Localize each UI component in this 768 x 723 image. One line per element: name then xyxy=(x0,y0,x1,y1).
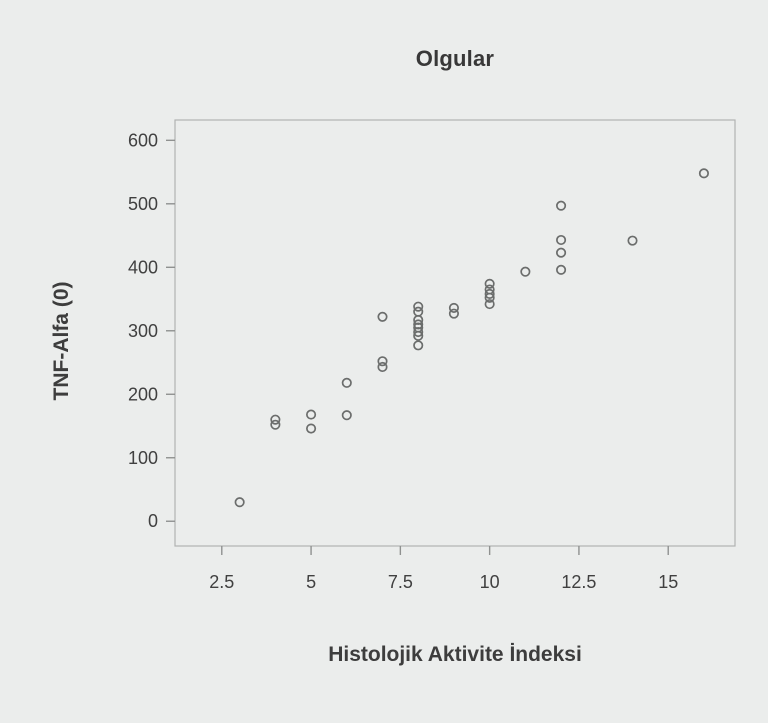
x-tick-label: 15 xyxy=(658,572,678,592)
data-point xyxy=(413,306,424,317)
x-tick-label: 7.5 xyxy=(388,572,413,592)
data-point xyxy=(484,299,495,310)
data-point xyxy=(377,311,388,322)
data-point xyxy=(413,326,424,338)
x-tick-label: 12.5 xyxy=(561,572,596,592)
data-point xyxy=(377,361,388,373)
data-point xyxy=(484,292,495,303)
data-point xyxy=(234,497,245,508)
x-tick-label: 10 xyxy=(480,572,500,592)
data-point xyxy=(270,419,281,430)
y-tick-label: 100 xyxy=(128,448,158,468)
y-tick-label: 300 xyxy=(128,321,158,341)
data-point xyxy=(448,308,459,319)
data-point xyxy=(341,410,352,421)
y-tick-label: 600 xyxy=(128,130,158,150)
y-tick-label: 500 xyxy=(128,194,158,214)
data-point xyxy=(520,266,531,277)
data-point xyxy=(484,288,495,300)
data-point xyxy=(341,377,352,388)
data-point xyxy=(306,423,317,434)
data-point xyxy=(413,330,424,341)
x-axis-label: Histolojik Aktivite İndeksi xyxy=(328,643,582,666)
data-point xyxy=(270,414,281,425)
y-tick-label: 200 xyxy=(128,384,158,404)
data-point xyxy=(377,356,388,367)
x-tick-label: 2.5 xyxy=(209,572,234,592)
data-point xyxy=(556,234,567,246)
plot-frame xyxy=(174,119,736,547)
data-point xyxy=(556,200,567,211)
data-point xyxy=(413,301,424,312)
y-tick-label: 400 xyxy=(128,257,158,277)
y-tick-label: 0 xyxy=(148,511,158,531)
chart-title: Olgular xyxy=(415,46,495,71)
x-tick-label: 5 xyxy=(306,572,316,592)
data-point xyxy=(448,302,459,313)
data-point xyxy=(556,247,567,258)
data-point xyxy=(627,235,638,246)
data-point xyxy=(556,264,567,275)
data-point xyxy=(306,409,317,420)
data-point xyxy=(484,278,495,289)
data-point xyxy=(698,168,709,179)
data-point xyxy=(413,340,424,351)
